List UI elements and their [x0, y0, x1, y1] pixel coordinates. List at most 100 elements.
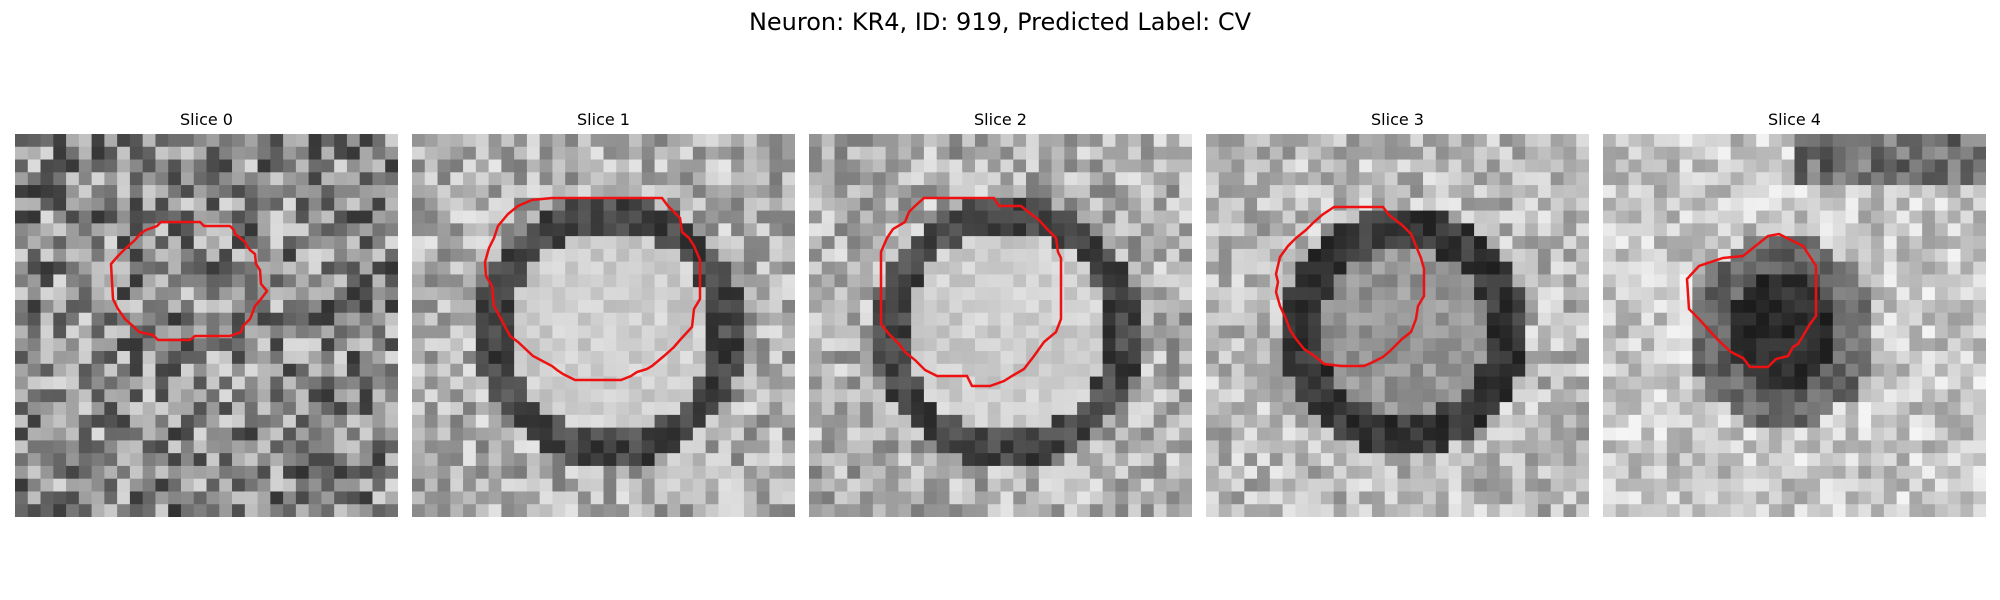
pixel [1960, 248, 1974, 263]
pixel [692, 134, 707, 148]
pixel [743, 223, 758, 237]
pixel [1166, 440, 1180, 454]
pixel [232, 351, 246, 365]
pixel [962, 146, 976, 161]
pixel [475, 134, 490, 148]
pixel [577, 146, 592, 161]
pixel [1115, 172, 1129, 186]
pixel [539, 414, 554, 429]
pixel [718, 504, 732, 517]
pixel [552, 248, 566, 263]
pixel [1960, 453, 1974, 467]
pixel [756, 389, 771, 403]
pixel [1140, 274, 1155, 288]
pixel [91, 210, 105, 224]
pixel [1807, 210, 1821, 224]
pixel [91, 491, 105, 505]
pixel [359, 325, 374, 339]
pixel [257, 453, 271, 467]
pixel [295, 440, 310, 454]
pixel [654, 414, 668, 429]
pixel [463, 197, 477, 212]
pixel [898, 197, 912, 212]
pixel [603, 248, 617, 263]
pixel [718, 134, 732, 148]
pixel [1845, 338, 1859, 352]
pixel [974, 504, 989, 517]
pixel [1102, 159, 1116, 173]
pixel [692, 146, 707, 161]
pixel [1000, 287, 1014, 301]
pixel [385, 236, 398, 250]
pixel [1013, 504, 1027, 517]
pixel [769, 248, 783, 263]
pixel [437, 491, 451, 505]
pixel [168, 236, 182, 250]
pixel [1705, 465, 1719, 480]
pixel [1807, 504, 1821, 517]
pixel [463, 491, 477, 505]
pixel [654, 146, 668, 161]
pixel [1346, 248, 1360, 263]
pixel [1257, 185, 1271, 199]
pixel [1934, 325, 1949, 339]
pixel [667, 159, 681, 173]
pixel [936, 134, 951, 148]
pixel [1371, 491, 1386, 505]
pixel [27, 236, 42, 250]
pixel [1064, 236, 1078, 250]
pixel [1615, 146, 1630, 161]
pixel [1359, 440, 1373, 454]
pixel [1435, 465, 1450, 480]
pixel [936, 299, 951, 314]
pixel [1423, 210, 1437, 224]
pixel [1730, 491, 1745, 505]
pixel [270, 338, 284, 352]
pixel [1218, 261, 1233, 276]
pixel [1909, 274, 1923, 288]
pixel [1218, 210, 1233, 224]
pixel [1102, 351, 1116, 365]
pixel [1397, 478, 1411, 493]
pixel [1397, 159, 1411, 173]
pixel [1537, 338, 1552, 352]
pixel [1537, 325, 1552, 339]
pixel [1064, 363, 1078, 378]
figure-title: Neuron: KR4, ID: 919, Predicted Label: C… [748, 8, 1252, 36]
pixel [743, 134, 758, 148]
pixel [1257, 146, 1271, 161]
pixel [680, 478, 694, 493]
pixel [654, 274, 668, 288]
pixel [1922, 389, 1936, 403]
pixel [1308, 453, 1322, 467]
pixel [565, 427, 579, 441]
pixel [847, 185, 861, 199]
pixel [743, 274, 758, 288]
pixel [104, 465, 118, 480]
pixel [1820, 299, 1834, 314]
pixel [847, 491, 861, 505]
pixel [718, 274, 732, 288]
pixel [1858, 299, 1872, 314]
pixel [872, 312, 887, 327]
pixel [1333, 261, 1348, 276]
pixel [834, 197, 848, 212]
pixel [577, 172, 592, 186]
pixel [15, 210, 29, 224]
pixel [1474, 236, 1488, 250]
pixel [1883, 197, 1898, 212]
pixel [1832, 465, 1847, 480]
pixel [949, 185, 963, 199]
pixel [1871, 427, 1885, 441]
pixel [782, 440, 795, 454]
pixel [257, 351, 271, 365]
pixel [1705, 299, 1719, 314]
pixel [1269, 478, 1284, 493]
pixel [885, 478, 899, 493]
pixel [1820, 504, 1834, 517]
pixel [1231, 248, 1245, 263]
pixel [1089, 389, 1104, 403]
pixel [488, 197, 502, 212]
pixel [1832, 376, 1847, 390]
pixel [898, 299, 912, 314]
